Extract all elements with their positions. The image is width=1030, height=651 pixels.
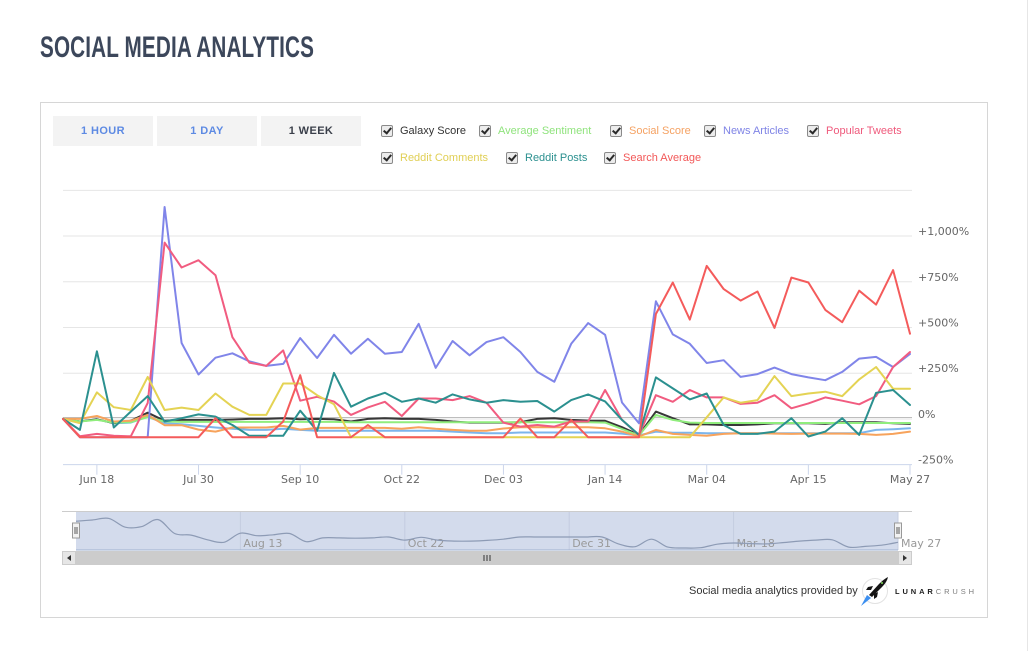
legend-item-social-score[interactable]: Social Score [610, 124, 691, 138]
brand-part-crush: CRUSH [935, 587, 977, 596]
legend-item-popular-tweets[interactable]: Popular Tweets [807, 124, 902, 138]
checkbox-checked-icon[interactable] [807, 125, 819, 137]
checkbox-checked-icon[interactable] [479, 125, 491, 137]
checkbox-checked-icon[interactable] [704, 125, 716, 137]
legend-item-galaxy-score[interactable]: Galaxy Score [381, 124, 466, 138]
checkbox-checked-icon[interactable] [381, 125, 393, 137]
legend-label: Social Score [629, 125, 691, 137]
range-button-1-hour[interactable]: 1 HOUR [53, 116, 153, 146]
series-line-news-articles[interactable] [62, 206, 911, 439]
navigator-selected-range[interactable] [76, 511, 898, 551]
brand-part-lunar: LUNAR [895, 587, 936, 596]
handle-grip-icon[interactable] [894, 522, 902, 539]
legend-label: Average Sentiment [498, 125, 592, 137]
legend-label: News Articles [723, 125, 790, 137]
series-line-search-average[interactable] [62, 264, 911, 439]
lunarcrush-wordmark[interactable]: LUNARCRUSH [895, 587, 977, 596]
navigator-handle-left[interactable] [72, 522, 80, 539]
series-lines [62, 206, 911, 439]
scroll-left-button[interactable] [62, 551, 76, 565]
legend-label: Galaxy Score [400, 125, 467, 137]
legend-item-news-articles[interactable]: News Articles [704, 124, 789, 138]
series-line-average-sentiment[interactable] [62, 413, 911, 437]
legend-label: Search Average [623, 152, 702, 164]
legend-item-reddit-posts[interactable]: Reddit Posts [506, 151, 587, 165]
attribution-text: Social media analytics provided by [689, 585, 858, 597]
legend-label: Popular Tweets [826, 125, 902, 137]
checkbox-checked-icon[interactable] [381, 152, 393, 164]
legend-item-reddit-comments[interactable]: Reddit Comments [381, 151, 488, 165]
navigator-handle-right[interactable] [894, 522, 902, 539]
legend-item-search-average[interactable]: Search Average [604, 151, 701, 165]
page-title: SOCIAL MEDIA ANALYTICS [40, 31, 315, 64]
chart-panel [40, 102, 988, 618]
legend-label: Reddit Posts [525, 152, 588, 164]
series-line-reddit-posts[interactable] [62, 350, 911, 438]
range-button-1-day[interactable]: 1 DAY [157, 116, 257, 146]
legend-item-average-sentiment[interactable]: Average Sentiment [479, 124, 591, 138]
navigator: Aug 13 Oct 22 Dec 31 Mar 18 May 27 [62, 511, 941, 551]
legend-label: Reddit Comments [400, 152, 489, 164]
scrollbar[interactable] [62, 551, 912, 565]
scroll-right-button[interactable] [898, 551, 912, 565]
checkbox-checked-icon[interactable] [604, 152, 616, 164]
page-scrollbar-edge [1027, 0, 1028, 651]
scrollbar-thumb[interactable] [76, 551, 898, 565]
handle-grip-icon[interactable] [72, 522, 80, 539]
range-button-1-week[interactable]: 1 WEEK [261, 116, 361, 146]
checkbox-checked-icon[interactable] [506, 152, 518, 164]
checkbox-checked-icon[interactable] [610, 125, 622, 137]
